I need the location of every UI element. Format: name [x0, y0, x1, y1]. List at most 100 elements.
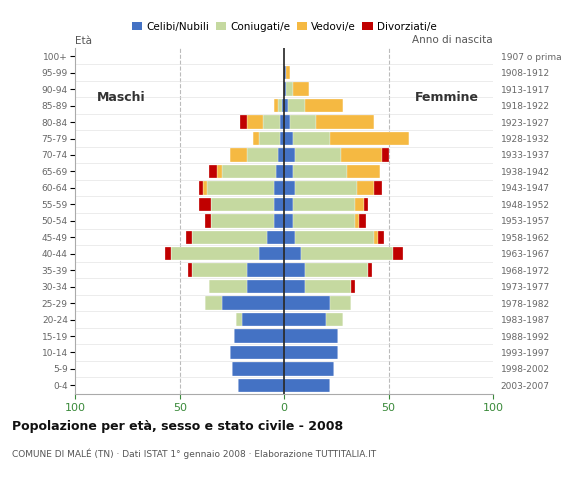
Bar: [222, 165, 276, 178]
Bar: [193, 230, 267, 244]
Bar: [253, 132, 259, 145]
Bar: [218, 165, 222, 178]
Bar: [274, 181, 284, 194]
Bar: [278, 99, 282, 112]
Bar: [232, 362, 284, 376]
Text: Maschi: Maschi: [97, 91, 146, 104]
Bar: [188, 264, 193, 277]
Bar: [207, 181, 274, 194]
Bar: [284, 148, 295, 162]
Bar: [284, 115, 291, 129]
Bar: [295, 148, 340, 162]
Bar: [368, 264, 372, 277]
Bar: [246, 280, 284, 293]
Bar: [259, 132, 280, 145]
Text: Anno di nascita: Anno di nascita: [412, 35, 493, 45]
Bar: [284, 198, 292, 211]
Bar: [280, 115, 284, 129]
Bar: [347, 165, 380, 178]
Bar: [278, 148, 284, 162]
Bar: [274, 198, 284, 211]
Bar: [186, 230, 193, 244]
Bar: [172, 247, 259, 261]
Text: Femmine: Femmine: [415, 91, 479, 104]
Bar: [287, 83, 292, 96]
Bar: [211, 198, 274, 211]
Bar: [222, 296, 284, 310]
Bar: [230, 346, 284, 359]
Bar: [284, 230, 295, 244]
Bar: [305, 280, 351, 293]
Bar: [203, 181, 207, 194]
Bar: [291, 115, 316, 129]
Bar: [326, 313, 343, 326]
Bar: [295, 181, 357, 194]
Bar: [284, 247, 301, 261]
Text: Età: Età: [75, 36, 92, 47]
Bar: [284, 296, 330, 310]
Bar: [364, 198, 368, 211]
Bar: [284, 313, 326, 326]
Bar: [165, 247, 172, 261]
Bar: [284, 346, 339, 359]
Bar: [230, 148, 246, 162]
Bar: [284, 214, 292, 228]
Bar: [284, 132, 292, 145]
Bar: [242, 313, 284, 326]
Bar: [246, 148, 278, 162]
Bar: [246, 264, 284, 277]
Bar: [198, 198, 211, 211]
Bar: [292, 165, 347, 178]
Bar: [382, 148, 389, 162]
Text: COMUNE DI MALÉ (TN) · Dati ISTAT 1° gennaio 2008 · Elaborazione TUTTITALIA.IT: COMUNE DI MALÉ (TN) · Dati ISTAT 1° genn…: [12, 449, 376, 459]
Bar: [284, 66, 287, 79]
Bar: [263, 115, 280, 129]
Bar: [284, 280, 305, 293]
Bar: [355, 198, 364, 211]
Bar: [374, 230, 378, 244]
Bar: [236, 313, 242, 326]
Bar: [292, 132, 330, 145]
Bar: [284, 99, 288, 112]
Bar: [284, 83, 287, 96]
Bar: [292, 198, 355, 211]
Bar: [246, 115, 263, 129]
Bar: [316, 115, 374, 129]
Bar: [284, 165, 292, 178]
Bar: [330, 132, 409, 145]
Bar: [284, 181, 295, 194]
Bar: [205, 214, 211, 228]
Bar: [355, 214, 360, 228]
Legend: Celibi/Nubili, Coniugati/e, Vedovi/e, Divorziati/e: Celibi/Nubili, Coniugati/e, Vedovi/e, Di…: [128, 18, 441, 36]
Bar: [305, 99, 343, 112]
Text: Popolazione per età, sesso e stato civile - 2008: Popolazione per età, sesso e stato civil…: [12, 420, 343, 433]
Bar: [360, 214, 365, 228]
Bar: [351, 280, 355, 293]
Bar: [234, 329, 284, 343]
Bar: [274, 99, 278, 112]
Bar: [280, 132, 284, 145]
Bar: [205, 296, 222, 310]
Bar: [240, 115, 246, 129]
Bar: [340, 148, 382, 162]
Bar: [193, 264, 246, 277]
Bar: [378, 230, 385, 244]
Bar: [374, 181, 382, 194]
Bar: [287, 66, 291, 79]
Bar: [238, 379, 284, 392]
Bar: [211, 214, 274, 228]
Bar: [295, 230, 374, 244]
Bar: [209, 280, 246, 293]
Bar: [305, 264, 368, 277]
Bar: [274, 214, 284, 228]
Bar: [284, 362, 334, 376]
Bar: [301, 247, 393, 261]
Bar: [259, 247, 284, 261]
Bar: [198, 181, 203, 194]
Bar: [292, 83, 309, 96]
Bar: [284, 329, 339, 343]
Bar: [209, 165, 218, 178]
Bar: [330, 296, 351, 310]
Bar: [357, 181, 374, 194]
Bar: [267, 230, 284, 244]
